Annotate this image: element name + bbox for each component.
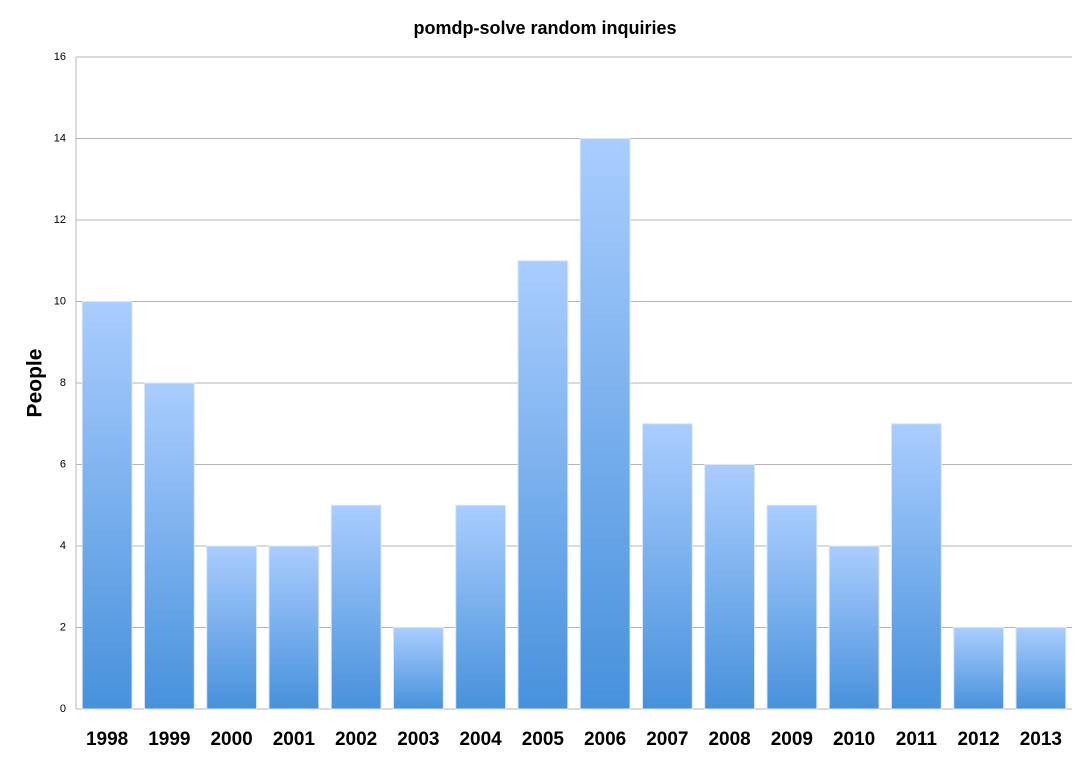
x-tick-label: 1999 [148, 729, 190, 750]
bar [517, 260, 569, 710]
bar [766, 504, 818, 710]
x-tick-label: 2011 [896, 729, 938, 750]
x-tick-label: 2008 [708, 729, 750, 750]
bar [268, 545, 320, 710]
bar [455, 504, 507, 710]
bar [81, 301, 133, 710]
chart-title: pomdp-solve random inquiries [413, 18, 676, 38]
bar [1015, 627, 1067, 710]
x-tick-label: 2002 [335, 729, 377, 750]
x-tick-label: 2013 [1020, 729, 1062, 750]
y-tick-label: 10 [54, 295, 66, 307]
bar [704, 464, 756, 710]
x-tick-label: 2004 [459, 729, 502, 750]
bar [953, 627, 1005, 710]
bar [143, 382, 195, 710]
y-tick-label: 16 [54, 51, 66, 63]
y-tick-label: 14 [54, 132, 66, 144]
x-tick-label: 2006 [584, 729, 626, 750]
y-tick-label: 12 [54, 214, 66, 226]
x-tick-label: 2000 [210, 729, 252, 750]
x-tick-label: 2012 [957, 729, 999, 750]
x-tick-label: 2007 [646, 729, 688, 750]
bar [579, 138, 631, 710]
y-tick-label: 8 [60, 377, 66, 389]
bar [890, 423, 942, 710]
y-axis-label: People [24, 349, 47, 418]
y-tick-label: 0 [60, 703, 66, 715]
y-tick-label: 6 [60, 458, 66, 470]
x-tick-label: 2010 [833, 729, 875, 750]
bar [330, 504, 382, 710]
bar [828, 545, 880, 710]
bar [641, 423, 693, 710]
x-tick-label: 2003 [397, 729, 439, 750]
bar [206, 545, 258, 710]
y-tick-label: 4 [60, 540, 66, 552]
y-tick-label: 2 [60, 621, 66, 633]
x-tick-label: 2009 [771, 729, 813, 750]
x-tick-label: 2001 [273, 729, 316, 750]
bar [392, 627, 444, 710]
x-tick-label: 2005 [522, 729, 565, 750]
x-tick-label: 1998 [86, 729, 128, 750]
